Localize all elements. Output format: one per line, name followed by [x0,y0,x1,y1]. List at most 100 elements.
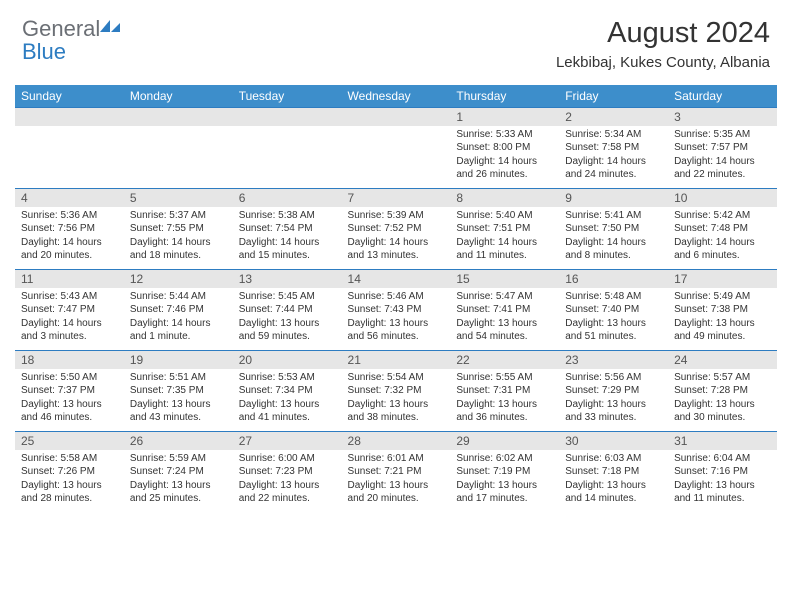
day-number: 20 [233,351,342,369]
sunrise-text: Sunrise: 5:44 AM [130,290,227,304]
sunset-text: Sunset: 7:38 PM [674,303,771,317]
day-number [233,108,342,126]
day-number [342,108,451,126]
sunset-text: Sunset: 8:00 PM [456,141,553,155]
sunrise-text: Sunrise: 5:36 AM [21,209,118,223]
daylight-text: Daylight: 13 hours and 28 minutes. [21,479,118,506]
sunset-text: Sunset: 7:29 PM [565,384,662,398]
sunrise-text: Sunrise: 5:38 AM [239,209,336,223]
day-number: 29 [450,432,559,450]
sunrise-text: Sunrise: 5:50 AM [21,371,118,385]
header: General Blue August 2024 Lekbibaj, Kukes… [0,0,792,79]
daynum-row: 123 [15,108,777,126]
day-details: Sunrise: 5:34 AMSunset: 7:58 PMDaylight:… [559,126,668,189]
day-number: 8 [450,189,559,207]
day-header-thursday: Thursday [450,85,559,108]
daylight-text: Daylight: 14 hours and 8 minutes. [565,236,662,263]
sunrise-text: Sunrise: 5:54 AM [348,371,445,385]
daynum-row: 45678910 [15,189,777,207]
daylight-text: Daylight: 13 hours and 17 minutes. [456,479,553,506]
sunrise-text: Sunrise: 6:00 AM [239,452,336,466]
day-header-row: SundayMondayTuesdayWednesdayThursdayFrid… [15,85,777,108]
sunset-text: Sunset: 7:57 PM [674,141,771,155]
day-details: Sunrise: 6:00 AMSunset: 7:23 PMDaylight:… [233,450,342,512]
sunset-text: Sunset: 7:56 PM [21,222,118,236]
day-number: 18 [15,351,124,369]
logo-sail-icon [100,23,122,40]
daylight-text: Daylight: 13 hours and 54 minutes. [456,317,553,344]
day-number: 6 [233,189,342,207]
sunset-text: Sunset: 7:40 PM [565,303,662,317]
details-row: Sunrise: 5:58 AMSunset: 7:26 PMDaylight:… [15,450,777,512]
sunset-text: Sunset: 7:28 PM [674,384,771,398]
month-title: August 2024 [556,18,770,50]
day-details: Sunrise: 5:33 AMSunset: 8:00 PMDaylight:… [450,126,559,189]
day-number: 12 [124,270,233,288]
details-row: Sunrise: 5:50 AMSunset: 7:37 PMDaylight:… [15,369,777,432]
day-details: Sunrise: 5:53 AMSunset: 7:34 PMDaylight:… [233,369,342,432]
day-number [15,108,124,126]
sunset-text: Sunset: 7:35 PM [130,384,227,398]
day-details: Sunrise: 5:43 AMSunset: 7:47 PMDaylight:… [15,288,124,351]
daylight-text: Daylight: 13 hours and 49 minutes. [674,317,771,344]
sunset-text: Sunset: 7:31 PM [456,384,553,398]
day-details: Sunrise: 5:44 AMSunset: 7:46 PMDaylight:… [124,288,233,351]
day-number: 23 [559,351,668,369]
daylight-text: Daylight: 13 hours and 43 minutes. [130,398,227,425]
sunrise-text: Sunrise: 5:40 AM [456,209,553,223]
day-details: Sunrise: 5:40 AMSunset: 7:51 PMDaylight:… [450,207,559,270]
sunrise-text: Sunrise: 5:48 AM [565,290,662,304]
sunset-text: Sunset: 7:55 PM [130,222,227,236]
day-number: 11 [15,270,124,288]
sunset-text: Sunset: 7:32 PM [348,384,445,398]
day-details: Sunrise: 5:35 AMSunset: 7:57 PMDaylight:… [668,126,777,189]
day-details: Sunrise: 5:41 AMSunset: 7:50 PMDaylight:… [559,207,668,270]
day-details: Sunrise: 5:46 AMSunset: 7:43 PMDaylight:… [342,288,451,351]
day-details: Sunrise: 5:57 AMSunset: 7:28 PMDaylight:… [668,369,777,432]
daylight-text: Daylight: 14 hours and 15 minutes. [239,236,336,263]
details-row: Sunrise: 5:43 AMSunset: 7:47 PMDaylight:… [15,288,777,351]
sunset-text: Sunset: 7:23 PM [239,465,336,479]
sunrise-text: Sunrise: 6:03 AM [565,452,662,466]
sunrise-text: Sunrise: 5:51 AM [130,371,227,385]
day-details: Sunrise: 5:45 AMSunset: 7:44 PMDaylight:… [233,288,342,351]
sunset-text: Sunset: 7:44 PM [239,303,336,317]
sunrise-text: Sunrise: 5:47 AM [456,290,553,304]
sunset-text: Sunset: 7:47 PM [21,303,118,317]
day-number: 22 [450,351,559,369]
daylight-text: Daylight: 14 hours and 13 minutes. [348,236,445,263]
sunset-text: Sunset: 7:41 PM [456,303,553,317]
day-header-wednesday: Wednesday [342,85,451,108]
sunset-text: Sunset: 7:50 PM [565,222,662,236]
sunset-text: Sunset: 7:34 PM [239,384,336,398]
sunrise-text: Sunrise: 5:46 AM [348,290,445,304]
daylight-text: Daylight: 13 hours and 22 minutes. [239,479,336,506]
daylight-text: Daylight: 13 hours and 38 minutes. [348,398,445,425]
sunset-text: Sunset: 7:54 PM [239,222,336,236]
day-number: 3 [668,108,777,126]
day-number: 9 [559,189,668,207]
day-number: 21 [342,351,451,369]
logo-text-blue: Blue [22,39,66,64]
sunrise-text: Sunrise: 5:55 AM [456,371,553,385]
sunset-text: Sunset: 7:58 PM [565,141,662,155]
sunrise-text: Sunrise: 6:04 AM [674,452,771,466]
details-row: Sunrise: 5:33 AMSunset: 8:00 PM Daylight:… [15,126,777,189]
sunrise-text: Sunrise: 5:56 AM [565,371,662,385]
day-details: Sunrise: 6:02 AMSunset: 7:19 PMDaylight:… [450,450,559,512]
sunrise-text: Sunrise: 5:42 AM [674,209,771,223]
day-details: Sunrise: 5:59 AMSunset: 7:24 PMDaylight:… [124,450,233,512]
logo: General Blue [22,18,122,64]
day-header-monday: Monday [124,85,233,108]
daylight-text: Daylight: 14 hours and 22 minutes. [674,155,771,182]
day-number: 17 [668,270,777,288]
day-number: 1 [450,108,559,126]
day-details: Sunrise: 5:55 AMSunset: 7:31 PMDaylight:… [450,369,559,432]
day-number: 27 [233,432,342,450]
day-details: Sunrise: 5:48 AMSunset: 7:40 PMDaylight:… [559,288,668,351]
day-number: 7 [342,189,451,207]
sunrise-text: Sunrise: 5:33 AM [456,128,553,142]
daylight-text: Daylight: 13 hours and 11 minutes. [674,479,771,506]
day-details: Sunrise: 6:04 AMSunset: 7:16 PMDaylight:… [668,450,777,512]
sunrise-text: Sunrise: 5:35 AM [674,128,771,142]
